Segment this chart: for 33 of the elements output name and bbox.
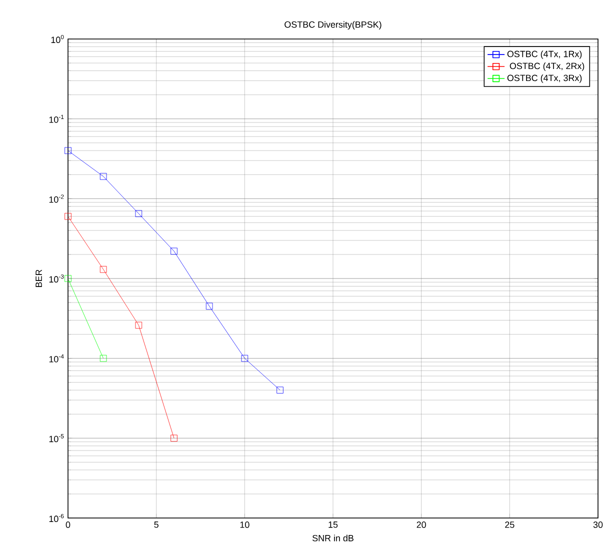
chart-title: OSTBC Diversity(BPSK) xyxy=(284,21,382,30)
point xyxy=(241,355,248,362)
point xyxy=(135,322,142,329)
legend-label: OSTBC (4Tx, 2Rx) xyxy=(510,62,584,72)
x-tick-label: 30 xyxy=(593,522,603,528)
x-tick-label: 15 xyxy=(328,522,338,528)
x-tick-label: 0 xyxy=(66,522,70,528)
y-tick-label: 10$^{-6}$ xyxy=(49,514,64,522)
point xyxy=(170,434,178,442)
y-tick-label: 10$^{-4}$ xyxy=(49,354,64,363)
point xyxy=(276,386,284,394)
y-tick-label: 10$^{0}$ xyxy=(51,35,64,44)
point xyxy=(100,266,107,273)
x-tick-label: 5 xyxy=(154,522,158,528)
y-axis-title: BER xyxy=(36,270,42,288)
legend-label: OSTBC (4Tx, 3Rx) xyxy=(507,74,582,84)
point xyxy=(206,302,213,310)
y-tick-label: 10$^{-2}$ xyxy=(49,194,64,203)
x-tick-label: 10 xyxy=(240,522,250,528)
point xyxy=(100,355,107,362)
point xyxy=(170,248,178,255)
y-tick-label: 10$^{-5}$ xyxy=(49,434,64,442)
point xyxy=(100,173,107,180)
x-tick-label: 25 xyxy=(505,522,514,528)
point xyxy=(64,147,72,154)
y-tick-label: 10$^{-1}$ xyxy=(49,115,64,124)
point xyxy=(135,210,142,218)
point xyxy=(64,275,72,282)
y-tick-label: 10$^{-3}$ xyxy=(49,274,64,283)
x-axis-title: SNR in dB xyxy=(312,534,354,542)
x-tick-label: 20 xyxy=(416,522,426,528)
point xyxy=(64,213,72,220)
legend-label: OSTBC (4Tx, 1Rx) xyxy=(507,50,582,60)
